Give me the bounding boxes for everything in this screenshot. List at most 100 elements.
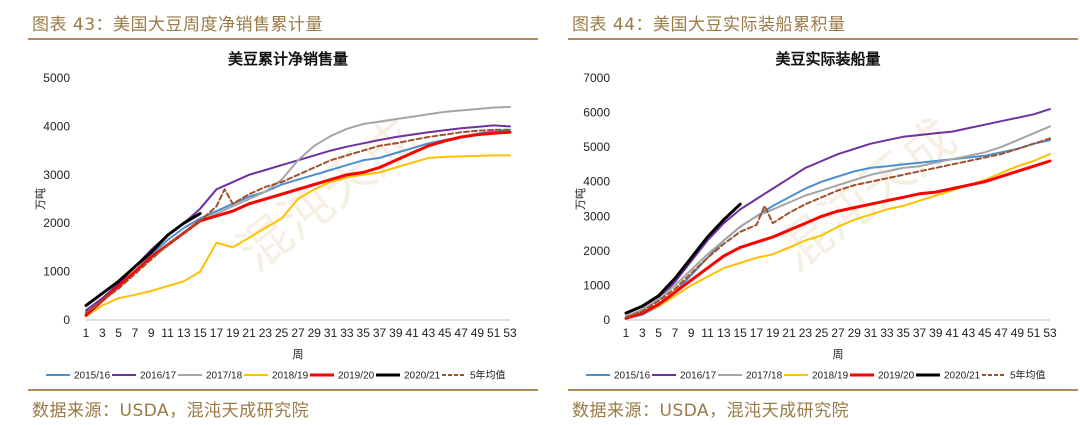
y-tick-label: 7000 [583,71,610,85]
x-tick-label: 19 [226,326,240,340]
x-tick-label: 39 [929,326,943,340]
y-tick-label: 3000 [43,168,70,182]
legend-label: 2019/20 [878,371,915,382]
x-tick-label: 51 [1027,326,1041,340]
series-line-202021 [624,202,742,315]
source-note: 数据来源：USDA，混沌天成研究院 [32,401,310,421]
x-tick-label: 25 [275,326,289,340]
legend-label: 2015/16 [74,371,111,382]
x-tick-label: 27 [831,326,845,340]
source-rule [568,389,1078,391]
y-tick-label: 2000 [43,216,70,230]
x-tick-label: 53 [503,326,517,340]
x-tick-label: 31 [324,326,338,340]
cumulative-shipments-chart: 混沌天成美豆实际装船量01000200030004000500060007000… [574,50,1057,382]
legend-label: 2019/20 [338,371,375,382]
x-tick-label: 49 [1011,326,1025,340]
x-tick-label: 35 [897,326,911,340]
y-tick-label: 4000 [583,175,610,189]
x-tick-label: 3 [99,326,106,340]
x-tick-label: 45 [978,326,992,340]
y-tick-label: 6000 [583,106,610,120]
figure-caption: 图表 44：美国大豆实际装船累积量 [572,15,846,35]
y-axis-label: 万吨 [574,188,587,210]
y-tick-label: 1000 [583,278,610,292]
x-tick-label: 11 [701,326,714,340]
legend-label: 2018/19 [272,371,309,382]
x-tick-label: 43 [962,326,976,340]
series-line-201718 [625,125,1051,318]
x-tick-label: 47 [994,326,1008,340]
x-tick-label: 37 [913,326,927,340]
legend-label: 2020/21 [404,371,441,382]
source-rule [28,389,538,391]
x-tick-label: 21 [782,326,796,340]
x-tick-label: 45 [438,326,452,340]
legend-label: 5年均值 [1010,369,1046,382]
x-tick-label: 15 [193,326,207,340]
chart-title: 美豆累计净销售量 [228,50,348,68]
legend-label: 2018/19 [812,371,849,382]
x-tick-label: 43 [422,326,436,340]
x-tick-label: 51 [487,326,501,340]
figure-caption: 图表 43：美国大豆周度净销售累计量 [32,15,324,35]
x-tick-label: 9 [688,326,695,340]
chart-title: 美豆实际装船量 [775,50,880,68]
source-note: 数据来源：USDA，混沌天成研究院 [572,401,850,421]
y-tick-label: 1000 [43,265,70,279]
series-line-201920 [624,159,1052,320]
x-tick-label: 27 [291,326,305,340]
y-tick-label: 5000 [43,71,70,85]
caption-rule [28,38,538,40]
series-line-201819 [85,154,511,318]
x-tick-label: 29 [848,326,862,340]
x-tick-label: 13 [717,326,731,340]
x-tick-label: 19 [766,326,780,340]
x-tick-label: 23 [259,326,273,340]
x-tick-label: 41 [405,326,419,340]
x-tick-label: 23 [799,326,813,340]
x-tick-label: 31 [864,326,878,340]
x-tick-label: 5 [655,326,662,340]
x-tick-label: 5 [115,326,122,340]
x-tick-label: 33 [880,326,894,340]
x-tick-label: 17 [750,326,764,340]
x-tick-label: 17 [210,326,224,340]
x-tick-label: 7 [672,326,679,340]
x-tick-label: 9 [148,326,155,340]
x-tick-label: 3 [639,326,646,340]
x-tick-label: 13 [177,326,191,340]
series-line-201920 [84,130,512,317]
x-tick-label: 7 [132,326,139,340]
x-tick-label: 37 [373,326,387,340]
legend-label: 2017/18 [206,371,243,382]
y-tick-label: 4000 [43,119,70,133]
caption-rule [568,38,1078,40]
x-tick-label: 47 [454,326,468,340]
series-line-201516 [625,139,1051,320]
x-tick-label: 1 [83,326,90,340]
x-axis-label: 周 [833,348,844,361]
x-tick-label: 49 [471,326,485,340]
legend-label: 2016/17 [680,371,717,382]
y-tick-label: 3000 [583,209,610,223]
series-line-5 [625,137,1051,319]
x-tick-label: 15 [733,326,747,340]
x-tick-label: 41 [945,326,959,340]
x-tick-label: 33 [340,326,354,340]
y-tick-label: 2000 [583,244,610,258]
series-line-202021 [84,212,202,307]
x-tick-label: 39 [389,326,403,340]
series-line-201617 [625,108,1051,318]
x-tick-label: 1 [623,326,630,340]
y-tick-label: 5000 [583,140,610,154]
figure-panel-left: 图表 43：美国大豆周度净销售累计量 混沌天成 美豆累计净销售量 0 1000 2000… [28,0,538,425]
x-tick-label: 29 [308,326,322,340]
x-tick-label: 11 [161,326,174,340]
legend-label: 2015/16 [614,371,651,382]
x-tick-label: 53 [1043,326,1057,340]
legend-label: 2016/17 [140,371,177,382]
x-tick-label: 25 [815,326,829,340]
x-tick-label: 35 [357,326,371,340]
